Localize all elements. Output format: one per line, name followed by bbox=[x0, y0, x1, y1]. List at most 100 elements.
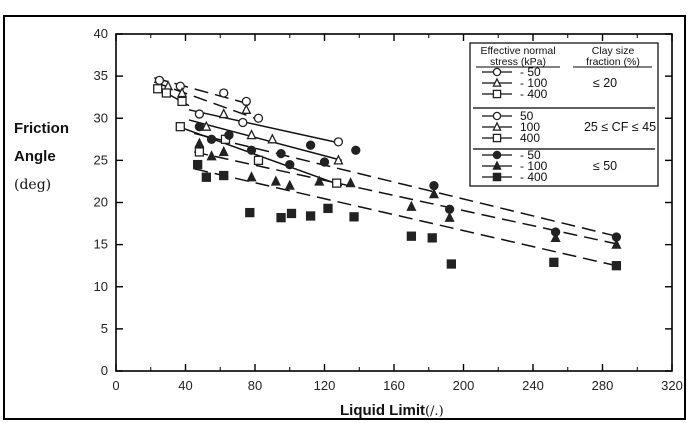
legend-stress-label: - 100 bbox=[520, 76, 548, 90]
data-point-group2-400 bbox=[406, 231, 417, 241]
legend-range-label: ≤ 50 bbox=[593, 159, 617, 173]
legend-marker bbox=[492, 133, 502, 143]
legend-stress-label: 100 bbox=[520, 120, 540, 134]
y-axis-label-line1: Friction bbox=[14, 120, 69, 137]
data-point-group2-50 bbox=[319, 157, 330, 167]
data-point-group2-100 bbox=[206, 150, 217, 161]
fit-line-group2-400 bbox=[194, 168, 621, 268]
data-point-group2-400 bbox=[276, 213, 286, 223]
data-point-group1-400 bbox=[332, 178, 342, 188]
x-tick-label: 120 bbox=[314, 378, 336, 393]
data-point-group2-50 bbox=[194, 122, 205, 132]
data-point-group2-400 bbox=[245, 207, 255, 218]
fit-line-group0-50 bbox=[154, 77, 256, 107]
data-point-group2-400 bbox=[305, 211, 316, 221]
legend-stress-label: - 100 bbox=[520, 159, 548, 173]
data-point-group2-400 bbox=[193, 159, 203, 170]
data-point-group2-100 bbox=[406, 200, 417, 211]
data-point-group1-400 bbox=[175, 122, 185, 132]
x-tick-label: 0 bbox=[112, 378, 119, 393]
data-point-group2-400 bbox=[323, 203, 333, 214]
data-point-group0-100 bbox=[176, 87, 188, 98]
legend-stress-label: - 400 bbox=[520, 170, 548, 184]
data-point-group0-50 bbox=[175, 81, 185, 91]
y-axis-label-line2: Angle bbox=[14, 148, 56, 165]
data-point-group0-50 bbox=[154, 75, 165, 85]
legend-marker bbox=[492, 111, 502, 121]
data-point-group2-100 bbox=[246, 171, 257, 182]
legend-header-left: stress (kPa) bbox=[490, 56, 546, 68]
fit-line-group1-100 bbox=[188, 119, 343, 162]
x-tick-label: 320 bbox=[661, 378, 683, 393]
figure-frame bbox=[3, 15, 686, 420]
data-point-group1-400 bbox=[253, 155, 264, 166]
data-point-group2-400 bbox=[286, 208, 297, 219]
data-point-group2-400 bbox=[349, 212, 359, 222]
data-point-group1-400 bbox=[194, 147, 205, 157]
y-tick-label: 35 bbox=[94, 68, 108, 83]
data-point-group2-100 bbox=[218, 145, 229, 157]
data-point-group2-100 bbox=[444, 211, 455, 222]
legend-stress-label: - 50 bbox=[520, 148, 541, 162]
x-tick-label: 160 bbox=[383, 378, 405, 393]
legend-marker bbox=[492, 77, 502, 87]
x-axis-label: Liquid Limit(/.) bbox=[340, 402, 444, 419]
y-axis-label-unit: (deg) bbox=[14, 177, 52, 193]
legend-marker bbox=[492, 172, 502, 182]
data-point-group2-400 bbox=[549, 257, 559, 267]
data-point-group2-100 bbox=[314, 175, 325, 186]
fit-line-group2-100 bbox=[194, 151, 621, 246]
data-point-group0-50 bbox=[219, 88, 229, 98]
data-point-group0-400 bbox=[161, 88, 172, 98]
data-point-group2-400 bbox=[219, 170, 229, 181]
data-point-group1-100 bbox=[201, 120, 212, 131]
x-tick-label: 200 bbox=[453, 378, 475, 393]
legend-stress-label: - 400 bbox=[520, 87, 548, 101]
data-point-group2-50 bbox=[305, 140, 316, 150]
legend-marker bbox=[492, 150, 502, 160]
fit-line-group0-100 bbox=[153, 81, 256, 119]
legend-stress-label: - 50 bbox=[520, 65, 541, 79]
x-axis-label-text: Liquid Limit bbox=[340, 402, 425, 419]
x-tick-label: 240 bbox=[522, 378, 544, 393]
data-point-group1-100 bbox=[333, 154, 344, 165]
data-point-group2-50 bbox=[351, 145, 361, 155]
legend-marker bbox=[492, 121, 502, 131]
legend-range-label: 25 ≤ CF ≤ 45 bbox=[584, 120, 656, 134]
data-point-group1-50 bbox=[238, 117, 248, 128]
data-point-group2-50 bbox=[224, 130, 234, 140]
y-tick-label: 30 bbox=[94, 110, 108, 125]
legend-marker bbox=[492, 89, 502, 99]
data-point-group2-100 bbox=[270, 175, 281, 186]
data-point-group0-100 bbox=[218, 108, 229, 119]
data-point-group2-100 bbox=[194, 137, 205, 148]
data-point-group2-100 bbox=[284, 179, 295, 190]
data-point-group1-50 bbox=[333, 137, 344, 147]
data-point-group2-100 bbox=[611, 238, 622, 249]
y-tick-label: 25 bbox=[94, 152, 108, 167]
data-point-group2-100 bbox=[345, 177, 356, 188]
y-tick-label: 20 bbox=[94, 195, 108, 210]
legend-marker bbox=[492, 160, 502, 170]
data-point-group0-100 bbox=[241, 103, 252, 114]
data-point-group2-400 bbox=[427, 233, 437, 243]
fit-line-group1-50 bbox=[188, 109, 343, 145]
y-tick-label: 15 bbox=[94, 237, 108, 252]
legend-header-right: Clay size bbox=[592, 45, 635, 57]
legend-stress-label: 400 bbox=[520, 131, 540, 145]
data-point-group1-100 bbox=[246, 129, 257, 140]
y-tick-label: 10 bbox=[94, 279, 108, 294]
legend-range-label: ≤ 20 bbox=[593, 76, 617, 90]
data-point-group2-400 bbox=[201, 172, 212, 182]
legend-stress-label: 50 bbox=[520, 109, 534, 123]
data-point-group2-50 bbox=[206, 134, 217, 144]
y-tick-label: 5 bbox=[101, 321, 108, 336]
legend-header-right: fraction (%) bbox=[586, 56, 640, 68]
data-point-group1-50 bbox=[253, 113, 264, 123]
legend-header-left: Effective normal bbox=[480, 45, 555, 57]
x-tick-label: 80 bbox=[248, 378, 262, 393]
data-point-group0-400 bbox=[153, 84, 163, 94]
data-point-group2-50 bbox=[276, 148, 286, 159]
